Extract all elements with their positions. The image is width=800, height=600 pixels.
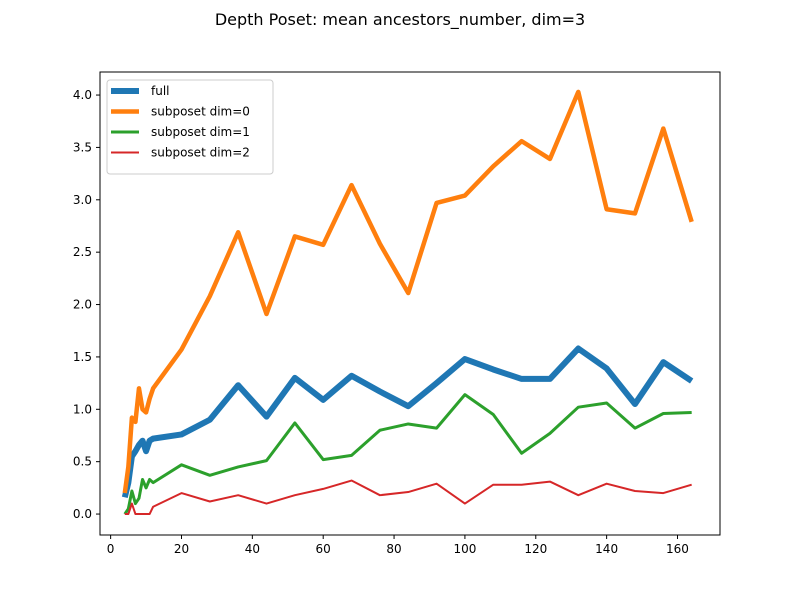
- y-tick-label: 0.5: [73, 455, 92, 469]
- legend-box: [106, 79, 274, 175]
- series-line-4: [124, 479, 692, 516]
- axes-frame: [99, 71, 721, 536]
- legend: full subposet dim=0 subposet dim=1 subposet…: [106, 79, 274, 175]
- series-line-3: [123, 393, 692, 515]
- series-line-2: [122, 89, 694, 494]
- series-lines: [121, 89, 694, 516]
- y-tick-label: 1.5: [73, 350, 92, 364]
- x-tick-label: 40: [245, 542, 260, 556]
- x-tick-label: 80: [386, 542, 401, 556]
- x-tick-label: 20: [174, 542, 189, 556]
- x-tick-label: 160: [666, 542, 689, 556]
- x-tick-label: 60: [316, 542, 331, 556]
- y-tick-label: 1.0: [73, 402, 92, 416]
- x-tick-label: 120: [524, 542, 547, 556]
- plot-area: 0 20 40 60 80 100 120 140 160 0.0 0.5 1.0 1.5 2.0 2.5 3…: [73, 71, 721, 556]
- chart-title: Depth Poset: mean ancestors_number, dim=…: [215, 10, 585, 30]
- x-tick-label: 0: [107, 542, 115, 556]
- legend-label: subposet dim=0: [151, 105, 250, 119]
- x-tick-label: 140: [595, 542, 618, 556]
- series-line-1: [121, 345, 694, 498]
- y-tick-label: 2.0: [73, 298, 92, 312]
- y-tick-label: 3.5: [73, 140, 92, 154]
- y-tick-label: 0.0: [73, 507, 92, 521]
- x-tick-label: 100: [453, 542, 476, 556]
- legend-label: subposet dim=2: [151, 146, 250, 160]
- y-tick-label: 2.5: [73, 245, 92, 259]
- y-tick-label: 4.0: [73, 88, 92, 102]
- legend-label: full: [151, 84, 170, 98]
- legend-label: subposet dim=1: [151, 125, 250, 139]
- y-tick-label: 3.0: [73, 193, 92, 207]
